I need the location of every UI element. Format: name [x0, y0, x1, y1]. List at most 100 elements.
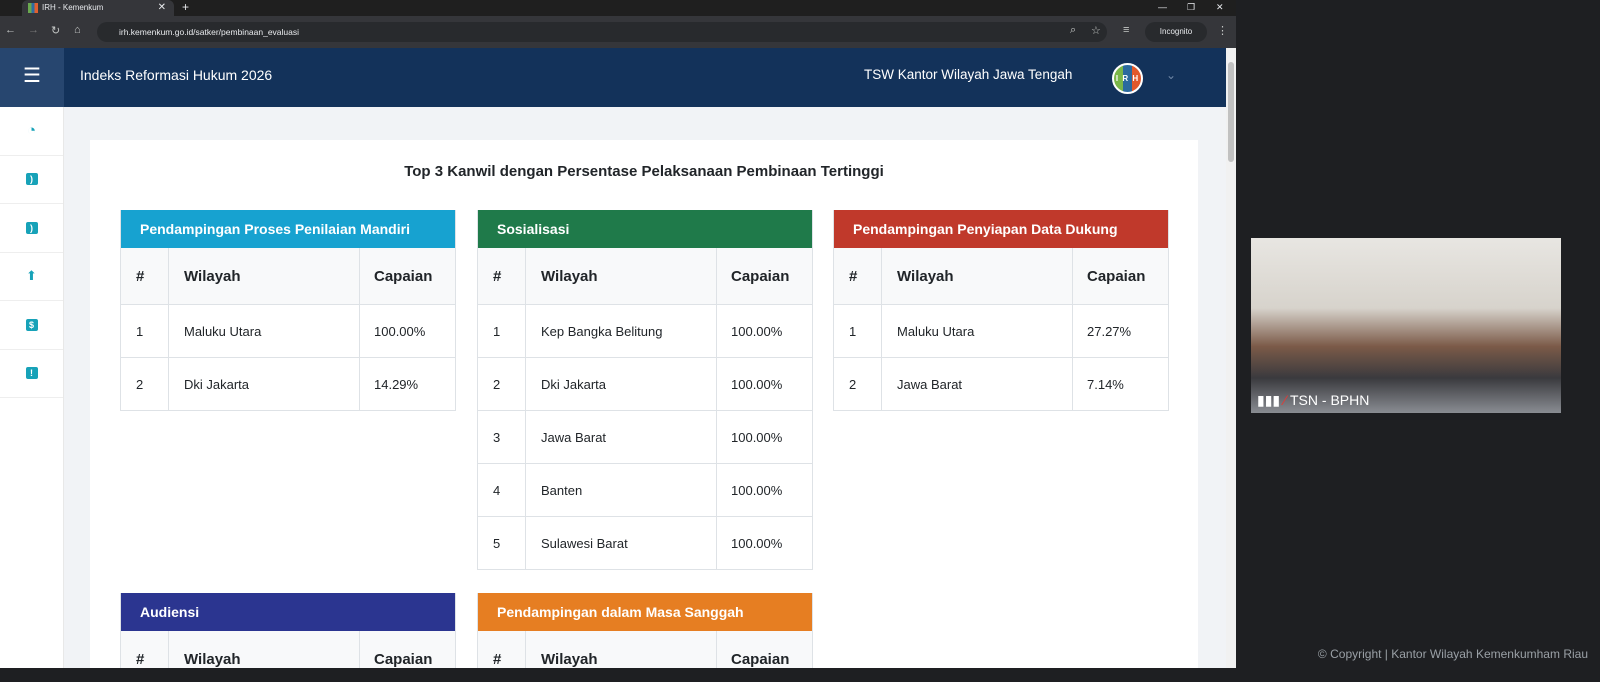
column-header: Wilayah — [526, 631, 717, 668]
table-row: 1 Maluku Utara 100.00% — [121, 304, 455, 357]
column-header: # — [478, 631, 526, 668]
table-cell: 1 — [834, 305, 882, 357]
menu-toggle-icon[interactable]: ☰ — [0, 48, 64, 107]
table-title: Audiensi — [121, 593, 455, 631]
table-row: 4 Banten 100.00% — [478, 463, 812, 516]
table-row: 1 Maluku Utara 27.27% — [834, 304, 1168, 357]
zoom-icon[interactable]: ⌕ — [1070, 24, 1077, 36]
media-icon[interactable]: ≡ — [1123, 24, 1130, 36]
column-header: Capaian — [374, 267, 433, 285]
address-bar-row: ← → ↻ ⌂ irh.kemenkum.go.id/satker/pembin… — [0, 16, 1236, 48]
reload-icon[interactable]: ↻ — [51, 25, 61, 37]
forward-icon[interactable]: → — [28, 24, 39, 36]
table-row: 2 Jawa Barat 7.14% — [834, 357, 1168, 410]
table-cell: Maluku Utara — [882, 305, 1073, 357]
user-avatar-logo[interactable]: I R H — [1112, 63, 1143, 94]
table-cell: 100.00% — [731, 429, 783, 445]
table-cell: 2 — [834, 358, 882, 410]
sidebar-item-feed-1[interactable]: ) — [0, 156, 63, 204]
browser-tab[interactable]: IRH - Kemenkum ✕ — [22, 0, 174, 16]
table-cell: 100.00% — [731, 323, 783, 339]
table-cell: 100.00% — [374, 323, 426, 339]
incognito-label: Incognito — [1159, 27, 1193, 36]
column-header: Capaian — [1087, 267, 1146, 285]
table-cell: Sulawesi Barat — [526, 517, 717, 569]
column-header: Wilayah — [169, 631, 360, 668]
scrollbar-thumb[interactable] — [1228, 62, 1234, 162]
mic-muted-icon: ⁄ — [1284, 392, 1287, 408]
ranking-table: Pendampingan Proses Penilaian Mandiri # Wi… — [120, 210, 456, 411]
sidebar-item-alert[interactable]: ! — [0, 350, 63, 398]
column-header: Wilayah — [526, 248, 717, 304]
close-window-button[interactable]: ✕ — [1216, 2, 1224, 12]
table-cell: 4 — [478, 464, 526, 516]
chevron-down-icon[interactable]: ⌄ — [1166, 68, 1177, 82]
table-header-row: # Wilayah Capaian — [478, 631, 812, 668]
sidebar-item-upload[interactable]: ⬆ — [0, 253, 63, 301]
table-title: Pendampingan Proses Penilaian Mandiri — [121, 210, 455, 248]
tab-title: IRH - Kemenkum — [42, 3, 104, 12]
video-tile[interactable]: ▮▮▮ ⁄ TSN - BPHN — [1251, 238, 1561, 413]
table-row: 1 Kep Bangka Belitung 100.00% — [478, 304, 812, 357]
restore-button[interactable]: ❐ — [1187, 2, 1196, 12]
page-title: Top 3 Kanwil dengan Persentase Pelaksana… — [404, 163, 884, 180]
footer-copyright: © Copyright | Kantor Wilayah Kemenkumham… — [1317, 647, 1588, 661]
table-cell: 5 — [478, 517, 526, 569]
table-cell: Dki Jakarta — [169, 358, 360, 410]
signal-icon: ▮▮▮ — [1257, 392, 1281, 408]
bookmark-star-icon[interactable]: ☆ — [1091, 25, 1101, 37]
menu-dots-icon[interactable]: ⋮ — [1217, 25, 1228, 37]
scrollbar[interactable] — [1226, 48, 1236, 668]
table-cell: Banten — [526, 464, 717, 516]
table-cell: 27.27% — [1087, 323, 1132, 339]
column-header: Capaian — [731, 650, 790, 668]
table-row: 2 Dki Jakarta 100.00% — [478, 357, 812, 410]
alert-icon: ! — [25, 367, 38, 380]
column-header: # — [121, 248, 169, 304]
table-cell: 2 — [478, 358, 526, 410]
user-name[interactable]: TSW Kantor Wilayah Jawa Tengah — [864, 67, 1073, 82]
table-cell: 14.29% — [374, 376, 419, 392]
table-title: Pendampingan Penyiapan Data Dukung — [834, 210, 1168, 248]
table-cell: Maluku Utara — [169, 305, 360, 357]
new-tab-button[interactable]: + — [182, 0, 190, 14]
table-cell: Jawa Barat — [526, 411, 717, 463]
dashboard-icon: ◔ — [26, 122, 37, 140]
column-header: # — [121, 631, 169, 668]
home-icon[interactable]: ⌂ — [74, 24, 81, 36]
content-card: Top 3 Kanwil dengan Persentase Pelaksana… — [90, 140, 1198, 668]
ranking-table: Pendampingan dalam Masa Sanggah # Wilayah C… — [477, 593, 813, 668]
table-cell: 3 — [478, 411, 526, 463]
column-header: Wilayah — [882, 248, 1073, 304]
table-cell: 100.00% — [731, 482, 783, 498]
favicon-icon — [28, 3, 38, 13]
ranking-table: Sosialisasi # Wilayah Capaian 1 Kep Bangka Be… — [477, 210, 813, 570]
participant-name: TSN - BPHN — [1290, 392, 1370, 408]
table-header-row: # Wilayah Capaian — [834, 248, 1168, 304]
table-row: 3 Jawa Barat 100.00% — [478, 410, 812, 463]
close-tab-icon[interactable]: ✕ — [157, 2, 166, 13]
sidebar-item-file[interactable]: $ — [0, 301, 63, 350]
tab-bar: IRH - Kemenkum ✕ + — ❐ ✕ — [0, 0, 1236, 16]
back-icon[interactable]: ← — [5, 24, 16, 36]
minimize-button[interactable]: — — [1158, 2, 1167, 12]
ranking-table: Audiensi # Wilayah Capaian — [120, 593, 456, 668]
table-cell: 100.00% — [731, 535, 783, 551]
app-title: Indeks Reformasi Hukum 2026 — [80, 67, 273, 83]
column-header: Capaian — [374, 650, 433, 668]
url-input[interactable]: irh.kemenkum.go.id/satker/pembinaan_eval… — [97, 22, 1107, 42]
table-cell: 7.14% — [1087, 376, 1124, 392]
table-row: 2 Dki Jakarta 14.29% — [121, 357, 455, 410]
table-row: 5 Sulawesi Barat 100.00% — [478, 516, 812, 569]
table-header-row: # Wilayah Capaian — [121, 631, 455, 668]
table-cell: 2 — [121, 358, 169, 410]
table-cell: 100.00% — [731, 376, 783, 392]
sidebar-item-dashboard[interactable]: ◔ — [0, 107, 63, 156]
url-text: irh.kemenkum.go.id/satker/pembinaan_eval… — [119, 27, 300, 37]
sidebar-item-feed-2[interactable]: ) — [0, 204, 63, 253]
sidebar: ◔ ) ) ⬆ $ ! — [0, 107, 64, 668]
upload-icon: ⬆ — [26, 268, 37, 284]
table-cell: Jawa Barat — [882, 358, 1073, 410]
incognito-badge[interactable]: Incognito — [1145, 22, 1207, 42]
app-header: ☰ Indeks Reformasi Hukum 2026 TSW Kantor… — [0, 48, 1226, 107]
